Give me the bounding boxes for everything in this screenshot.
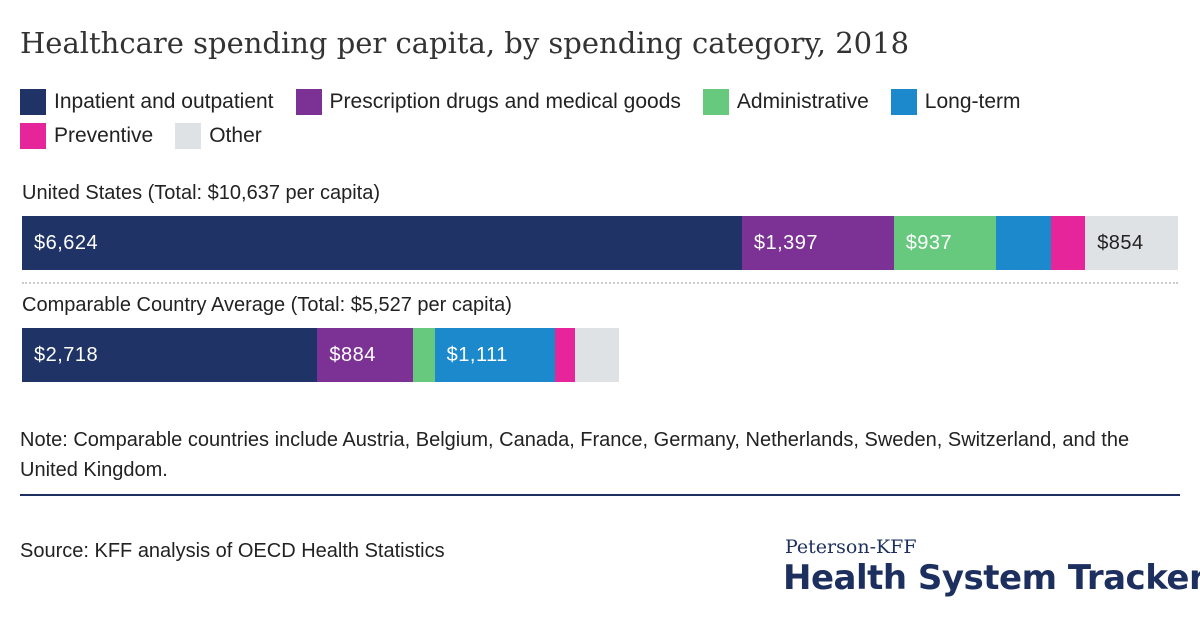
legend-label-inpatient: Inpatient and outpatient xyxy=(54,90,274,113)
logo-peterson-kff: Peterson-KFF xyxy=(785,536,917,558)
legend-swatch-other xyxy=(175,123,202,149)
legend-swatch-prescription xyxy=(295,89,322,115)
bar-segment-administrative: $937 xyxy=(893,216,996,270)
bar-value-label: $1,397 xyxy=(753,231,819,254)
bar-segment-prescription: $884 xyxy=(317,328,414,382)
legend-label-preventive: Preventive xyxy=(54,124,154,147)
legend-label-prescription: Prescription drugs and medical goods xyxy=(329,90,681,113)
legend-swatch-long-term xyxy=(890,89,917,115)
bar-label-united-states: United States (Total: $10,637 per capita… xyxy=(22,182,380,204)
bar-segment-preventive xyxy=(1050,216,1086,270)
bar-value-label: $884 xyxy=(329,343,376,366)
legend-swatch-administrative xyxy=(702,89,729,115)
legend-item-administrative: Administrative xyxy=(702,89,869,115)
bar-segment-inpatient: $6,624 xyxy=(22,216,742,270)
bar-segment-preventive xyxy=(555,328,575,382)
bar-segment-other xyxy=(574,328,620,382)
chart-title: Healthcare spending per capita, by spend… xyxy=(20,26,910,60)
chart-legend: Inpatient and outpatient Prescription dr… xyxy=(20,89,1190,149)
row-divider xyxy=(22,282,1178,284)
legend-item-inpatient: Inpatient and outpatient xyxy=(20,89,274,115)
legend-item-prescription: Prescription drugs and medical goods xyxy=(295,89,681,115)
bar-value-label: $854 xyxy=(1097,231,1144,254)
bar-value-label: $2,718 xyxy=(34,343,99,366)
legend-swatch-preventive xyxy=(20,123,46,149)
legend-item-preventive: Preventive xyxy=(20,123,154,149)
footer-rule xyxy=(20,494,1180,496)
bar-segment-other: $854 xyxy=(1085,216,1178,270)
bar-value-label: $937 xyxy=(905,231,953,254)
legend-label-other: Other xyxy=(209,124,262,147)
legend-swatch-inpatient xyxy=(20,89,46,115)
bar-value-label: $1,111 xyxy=(446,343,508,366)
bar-row-comparable-countries: $2,718 $884 $1,111 xyxy=(22,328,620,382)
bar-row-united-states: $6,624 $1,397 $937 $854 xyxy=(22,216,1178,270)
legend-label-administrative: Administrative xyxy=(736,90,869,113)
bar-segment-prescription: $1,397 xyxy=(741,216,894,270)
bar-value-label: $6,624 xyxy=(34,231,99,254)
chart-note: Note: Comparable countries include Austr… xyxy=(20,429,1130,481)
bar-segment-inpatient: $2,718 xyxy=(22,328,318,382)
legend-label-long-term: Long-term xyxy=(924,90,1021,113)
bar-segment-long-term: $1,111 xyxy=(434,328,556,382)
bar-segment-administrative xyxy=(413,328,435,382)
bar-segment-long-term xyxy=(995,216,1051,270)
logo-health-system-tracker: Health System Tracker xyxy=(783,558,1200,598)
legend-item-other: Other xyxy=(175,123,262,149)
bar-label-comparable-countries: Comparable Country Average (Total: $5,52… xyxy=(22,294,512,316)
chart-source: Source: KFF analysis of OECD Health Stat… xyxy=(20,540,445,562)
legend-item-long-term: Long-term xyxy=(890,89,1021,115)
